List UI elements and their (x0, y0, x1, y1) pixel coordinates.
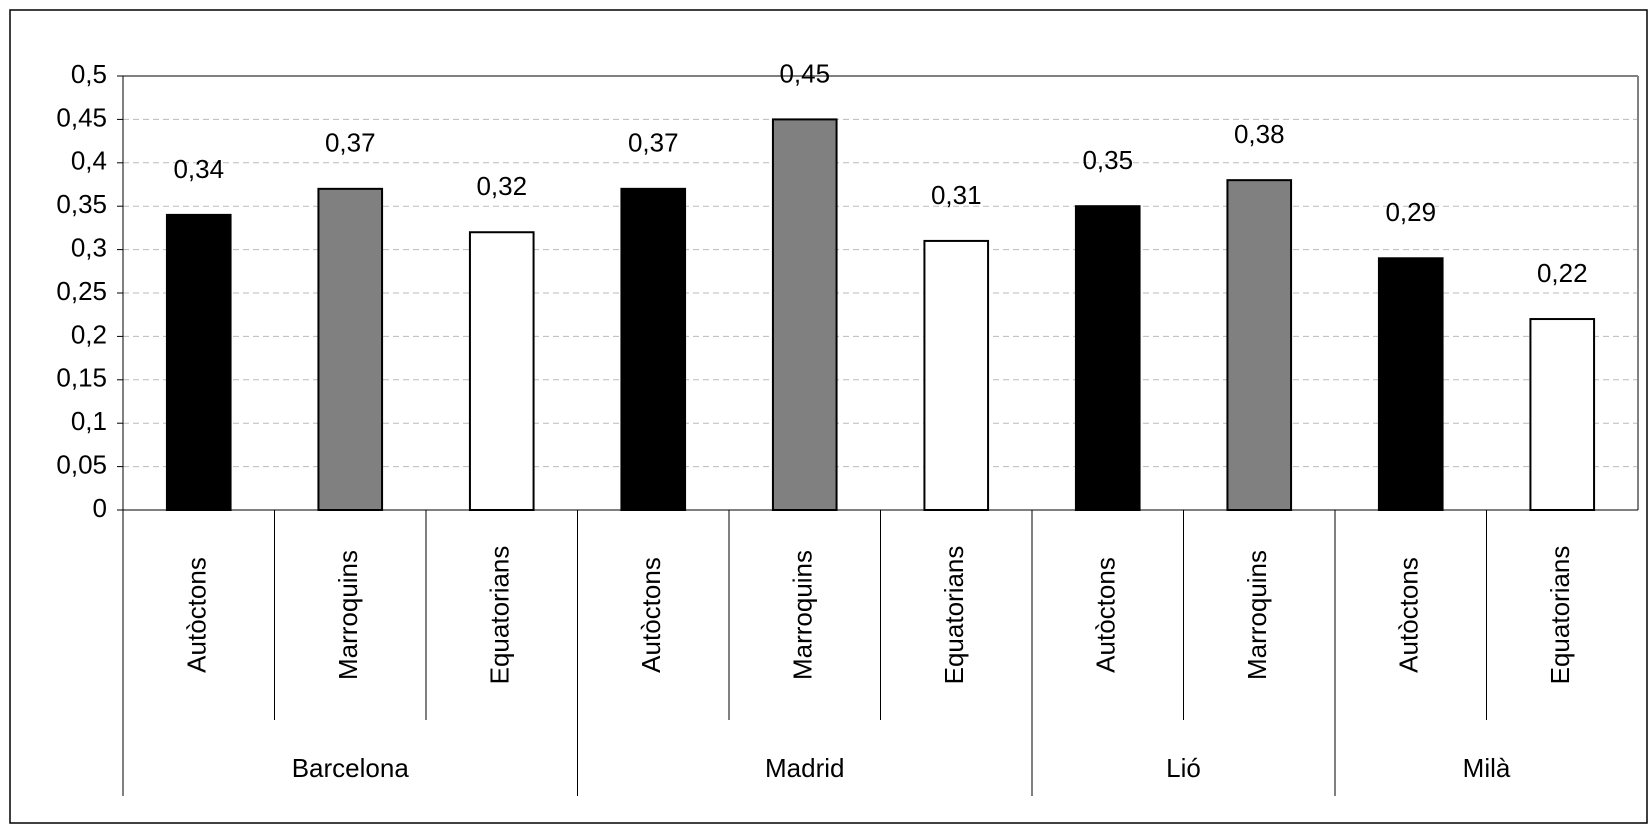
x-tick-label: Equatorians (1545, 546, 1575, 685)
bar (165, 213, 232, 511)
value-label: 0,37 (325, 128, 376, 158)
value-label: 0,32 (476, 171, 527, 201)
value-label: 0,45 (779, 58, 830, 88)
value-label: 0,34 (173, 154, 224, 184)
y-tick-label: 0 (93, 493, 107, 523)
bar (317, 187, 384, 511)
y-tick-label: 0,15 (56, 363, 107, 393)
y-tick-label: 0,1 (71, 406, 107, 436)
y-tick-label: 0,2 (71, 319, 107, 349)
x-tick-label: Autòctons (636, 557, 666, 673)
bar (923, 239, 990, 511)
x-tick-label: Equatorians (485, 546, 515, 685)
y-tick-label: 0,35 (56, 189, 107, 219)
bar (1377, 257, 1444, 511)
x-tick-label: Autòctons (182, 557, 212, 673)
bar (1529, 318, 1596, 512)
bar (620, 187, 687, 511)
value-label: 0,38 (1234, 119, 1285, 149)
x-tick-label: Marroquins (1242, 550, 1272, 680)
y-tick-label: 0,05 (56, 449, 107, 479)
x-tick-label: Marroquins (788, 550, 818, 680)
y-tick-label: 0,25 (56, 276, 107, 306)
y-tick-label: 0,4 (71, 146, 107, 176)
bar (468, 231, 535, 512)
value-label: 0,29 (1385, 197, 1436, 227)
x-tick-label: Autòctons (1091, 557, 1121, 673)
group-label: Milà (1463, 753, 1511, 783)
y-tick-label: 0,5 (71, 59, 107, 89)
x-tick-label: Autòctons (1394, 557, 1424, 673)
y-tick-label: 0,3 (71, 232, 107, 262)
group-label: Madrid (765, 753, 844, 783)
bar (1226, 179, 1293, 511)
x-tick-label: Equatorians (939, 546, 969, 685)
group-label: Lió (1166, 753, 1201, 783)
x-tick-label: Marroquins (333, 550, 363, 680)
value-label: 0,37 (628, 128, 679, 158)
group-label: Barcelona (292, 753, 410, 783)
value-label: 0,31 (931, 180, 982, 210)
y-tick-label: 0,45 (56, 102, 107, 132)
value-label: 0,35 (1082, 145, 1133, 175)
bar (1074, 205, 1141, 511)
bar (771, 118, 838, 512)
value-label: 0,22 (1537, 258, 1588, 288)
